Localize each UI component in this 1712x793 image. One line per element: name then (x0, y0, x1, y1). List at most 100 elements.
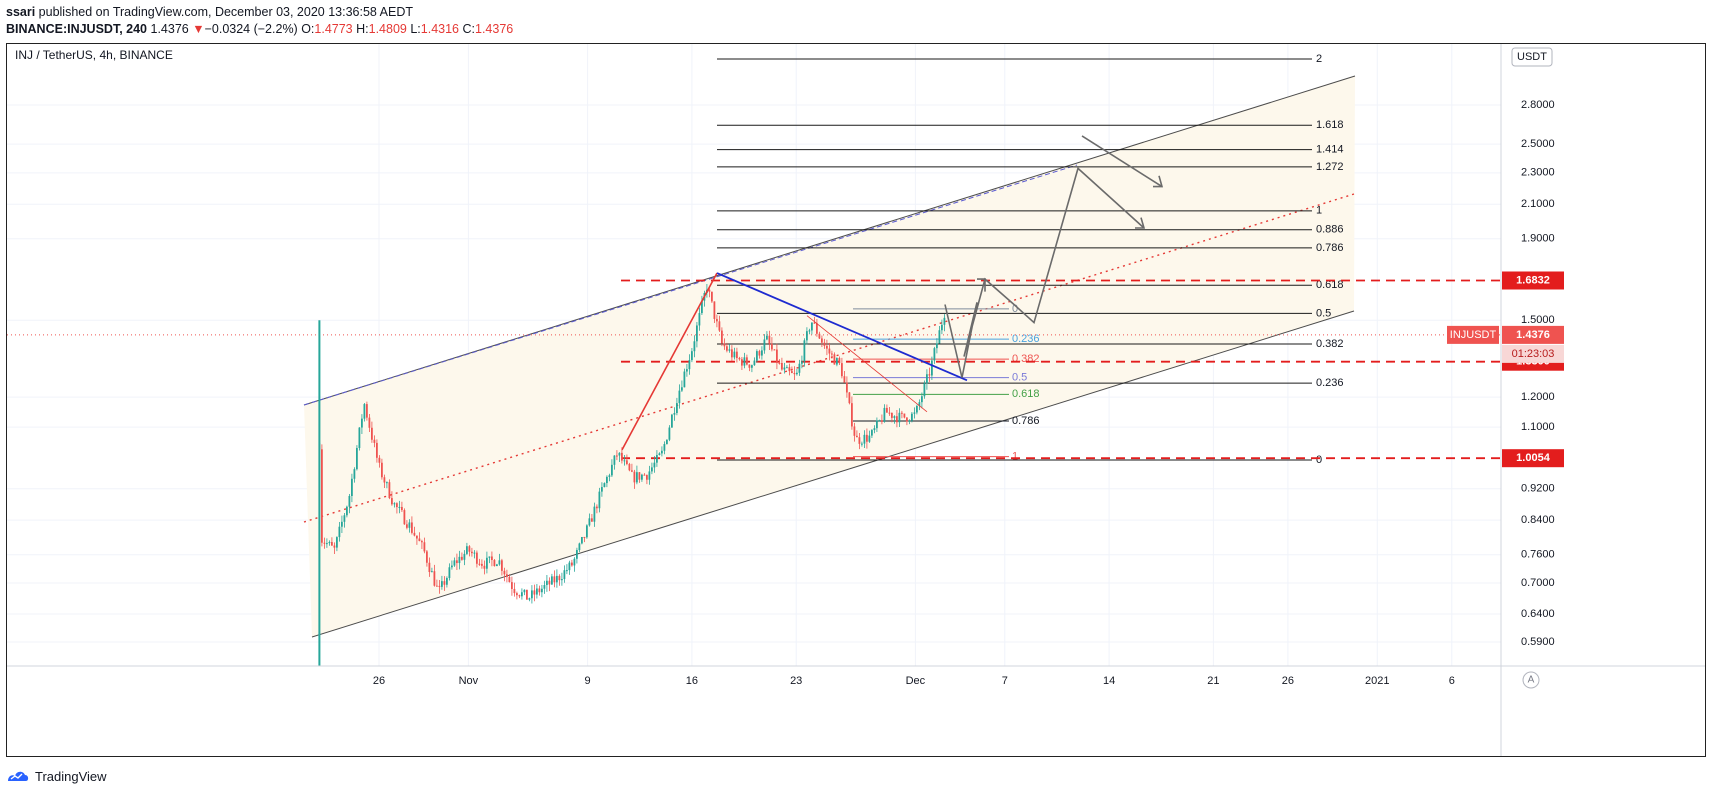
candle-body-377 (696, 325, 698, 342)
candle-body-229 (511, 582, 513, 589)
candle-body-141 (401, 506, 403, 511)
candle-body-293 (591, 518, 593, 522)
price-axis-tick-600: 0.5900 (1521, 636, 1555, 648)
candle-body-427 (758, 351, 761, 356)
candle-body-549 (911, 413, 913, 421)
candle-body-359 (673, 413, 676, 415)
candle-body-309 (611, 464, 613, 476)
candle-body-297 (596, 506, 598, 509)
candle-body-397 (721, 330, 723, 344)
candle-body-165 (431, 571, 433, 573)
author-name[interactable]: ssari (6, 5, 36, 19)
candle-body-89 (336, 537, 338, 548)
fib-ext-label-44: 0.786 (1316, 242, 1344, 254)
countdown-bg-609 (1502, 344, 1564, 363)
candle-body-487 (833, 354, 836, 365)
projection-arrowhead-583 (1153, 175, 1164, 188)
candle-body-233 (516, 593, 518, 596)
candle-body-343 (653, 462, 656, 468)
candle-body-373 (691, 351, 693, 361)
candle-body-79 (323, 542, 326, 544)
auto-scale-button-616[interactable]: A (1528, 675, 1535, 686)
open-label: O: (301, 22, 315, 36)
candle-body-87 (333, 545, 336, 548)
candle-body-187 (458, 556, 461, 564)
candle-body-301 (601, 487, 603, 492)
candle-body-161 (426, 551, 428, 563)
price-chart[interactable]: 2 1.618 1.414 1.272 1 0.886 0.786 0.618 0.5 0.382… (7, 44, 1705, 756)
time-axis-tick-628: 2021 (1365, 675, 1389, 687)
open-value: 1.4773 (314, 22, 353, 36)
candle-body-169 (436, 585, 438, 587)
candle-body-535 (893, 416, 896, 418)
candle-body-395 (718, 321, 721, 331)
time-axis-tick-623: Dec (906, 675, 926, 687)
candle-body-485 (831, 353, 833, 355)
candle-body-177 (446, 578, 448, 585)
candle-body-543 (903, 413, 906, 418)
candle-body-193 (466, 546, 468, 554)
candle-body-563 (928, 374, 931, 376)
channel-upper-line-28 (303, 75, 1356, 406)
candle-body-345 (656, 454, 658, 463)
currency-button-614[interactable]: USDT (1517, 51, 1547, 63)
candle-body-257 (546, 580, 548, 586)
candle-body-471 (813, 322, 816, 324)
candle-body-167 (433, 571, 436, 586)
candle-body-419 (748, 364, 751, 368)
candle-body-213 (491, 556, 493, 560)
candle-body-443 (778, 362, 781, 364)
tradingview-logo-icon (8, 771, 29, 781)
candle-body-435 (768, 335, 771, 344)
tradingview-brand[interactable]: TradingView (35, 768, 107, 784)
candle-body-327 (633, 471, 636, 483)
candle-body-231 (513, 588, 516, 594)
candle-body-353 (666, 439, 668, 445)
candle-body-335 (643, 474, 646, 476)
candle-body-405 (731, 349, 733, 358)
candle-body-527 (883, 407, 886, 422)
fib-ext-label-46: 0.618 (1316, 279, 1344, 291)
candle-body-131 (388, 482, 391, 499)
candle-body-263 (553, 576, 556, 583)
candle-body-415 (743, 357, 746, 366)
candle-body-453 (791, 371, 793, 373)
close-value: 1.4376 (475, 22, 514, 36)
candle-body-283 (578, 543, 581, 551)
price-axis-tick-595: 0.9200 (1521, 483, 1555, 495)
publish-info: ssari published on TradingView.com, Dece… (6, 5, 413, 19)
candle-body-413 (741, 359, 743, 366)
candle-body-325 (631, 470, 633, 472)
candle-body-491 (838, 358, 841, 364)
fib-ext-label-54: 0 (1316, 454, 1322, 466)
candle-body-349 (661, 450, 663, 454)
high-label: H: (356, 22, 369, 36)
candle-body-513 (866, 434, 868, 442)
candle-body-401 (726, 346, 728, 351)
candle-body-507 (858, 437, 861, 444)
candle-body-281 (576, 550, 578, 559)
candle-body-557 (921, 396, 923, 403)
candle-body-179 (448, 567, 451, 579)
level-tag-bg-601 (1502, 271, 1564, 290)
symbol-tag-612: INJUSDT (1450, 329, 1497, 341)
candle-body-467 (808, 330, 811, 332)
candle-body-303 (603, 483, 606, 488)
price-axis-tick-590: 2.1000 (1521, 198, 1555, 210)
level-tag-bg-605 (1502, 449, 1564, 468)
candle-body-109 (361, 418, 363, 428)
candle-body-329 (636, 472, 638, 483)
candle-body-279 (573, 558, 576, 566)
time-axis-tick-622: 23 (790, 675, 802, 687)
level-tag-606: 1.0054 (1516, 452, 1551, 464)
candle-body-307 (608, 475, 611, 477)
candle-body-183 (453, 560, 456, 566)
candle-body-237 (521, 592, 523, 597)
fib-ext-label-52: 0.236 (1316, 377, 1344, 389)
candle-body-493 (841, 363, 843, 377)
candle-body-197 (471, 551, 473, 554)
candle-body-85 (331, 542, 333, 546)
candle-body-525 (881, 420, 883, 422)
chart-area[interactable]: 2 1.618 1.414 1.272 1 0.886 0.786 0.618 0.5 0.382… (6, 43, 1706, 757)
candle-body-155 (418, 538, 421, 542)
